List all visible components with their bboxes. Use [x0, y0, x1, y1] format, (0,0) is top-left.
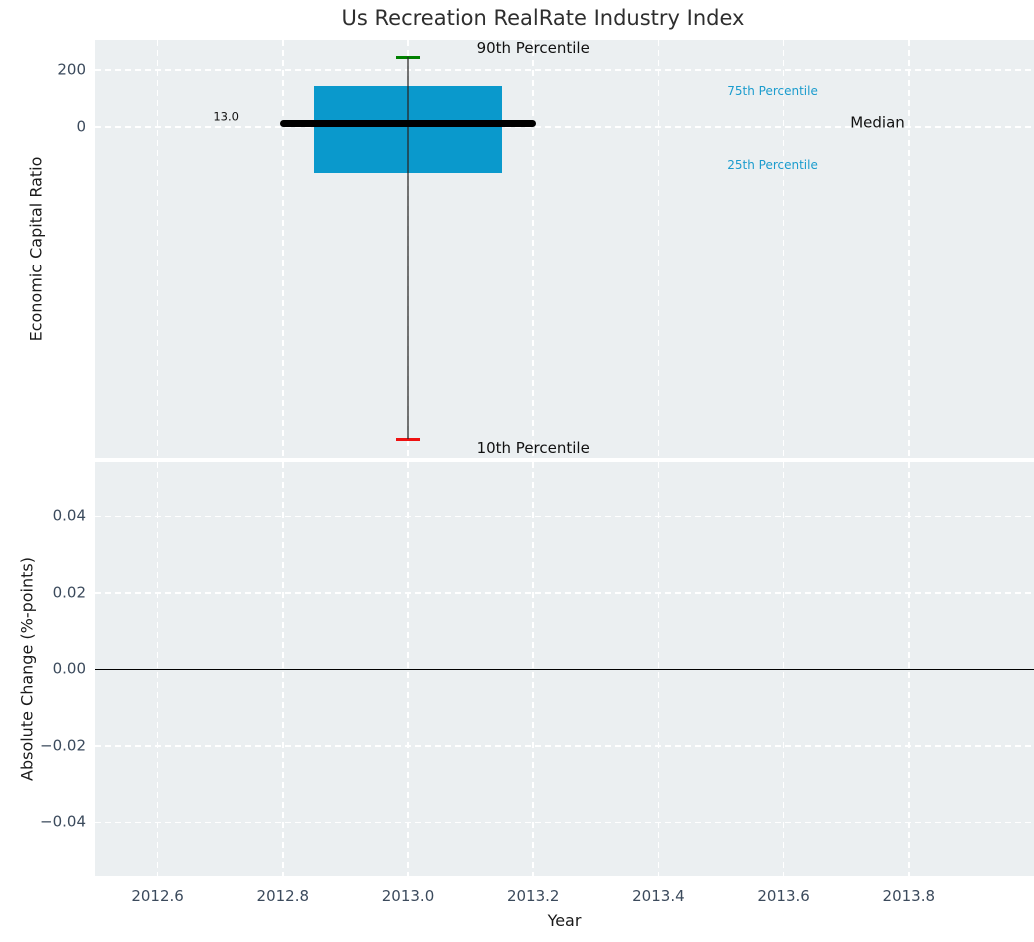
annotation-90th-percentile: 90th Percentile — [476, 39, 590, 58]
boxplot-whisker-line — [407, 57, 409, 440]
y-tick-label: 0.02 — [52, 583, 86, 602]
y-tick-label: 0.00 — [52, 659, 86, 678]
chart-title: Us Recreation RealRate Industry Index — [341, 6, 745, 30]
y-axis-label-economic-capital-ratio: Economic Capital Ratio — [26, 156, 46, 342]
median-value-label: 13.0 — [213, 109, 239, 124]
annotation-median: Median — [850, 113, 905, 132]
x-tick-label: 2013.8 — [882, 887, 936, 905]
gridline-horizontal — [95, 515, 1034, 518]
gridline-horizontal — [95, 745, 1034, 747]
annotation-75th-percentile: 75th Percentile — [727, 84, 818, 99]
y-tick-label: −0.04 — [40, 812, 86, 831]
gridline-horizontal — [95, 821, 1034, 824]
y-tick-label: 0 — [76, 117, 86, 136]
y-tick-label: −0.02 — [40, 736, 86, 755]
gridline-vertical — [532, 40, 534, 458]
gridline-vertical — [282, 40, 284, 458]
x-tick-label: 2013.2 — [506, 887, 560, 905]
plot-area-economic-capital-ratio — [95, 40, 1034, 458]
boxplot-10th-percentile-cap — [396, 437, 420, 441]
y-tick-label: 200 — [57, 60, 86, 79]
x-tick-label: 2012.8 — [256, 887, 310, 905]
annotation-10th-percentile: 10th Percentile — [476, 439, 590, 458]
gridline-vertical — [156, 40, 159, 458]
x-tick-label: 2013.4 — [632, 887, 685, 905]
zero-change-line — [95, 668, 1034, 671]
x-axis-label-year: Year — [547, 911, 582, 930]
x-tick-label: 2013.6 — [757, 887, 810, 905]
x-tick-label: 2013.0 — [381, 887, 435, 905]
gridline-vertical — [782, 40, 785, 458]
gridline-horizontal — [95, 126, 1034, 128]
x-tick-label: 2012.6 — [131, 887, 184, 905]
gridline-vertical — [908, 40, 910, 458]
gridline-vertical — [657, 40, 660, 458]
annotation-25th-percentile: 25th Percentile — [727, 158, 818, 173]
y-tick-label: 0.04 — [52, 506, 86, 525]
boxplot-median-line — [279, 119, 537, 127]
gridline-horizontal — [95, 592, 1034, 594]
gridline-horizontal — [95, 69, 1034, 71]
